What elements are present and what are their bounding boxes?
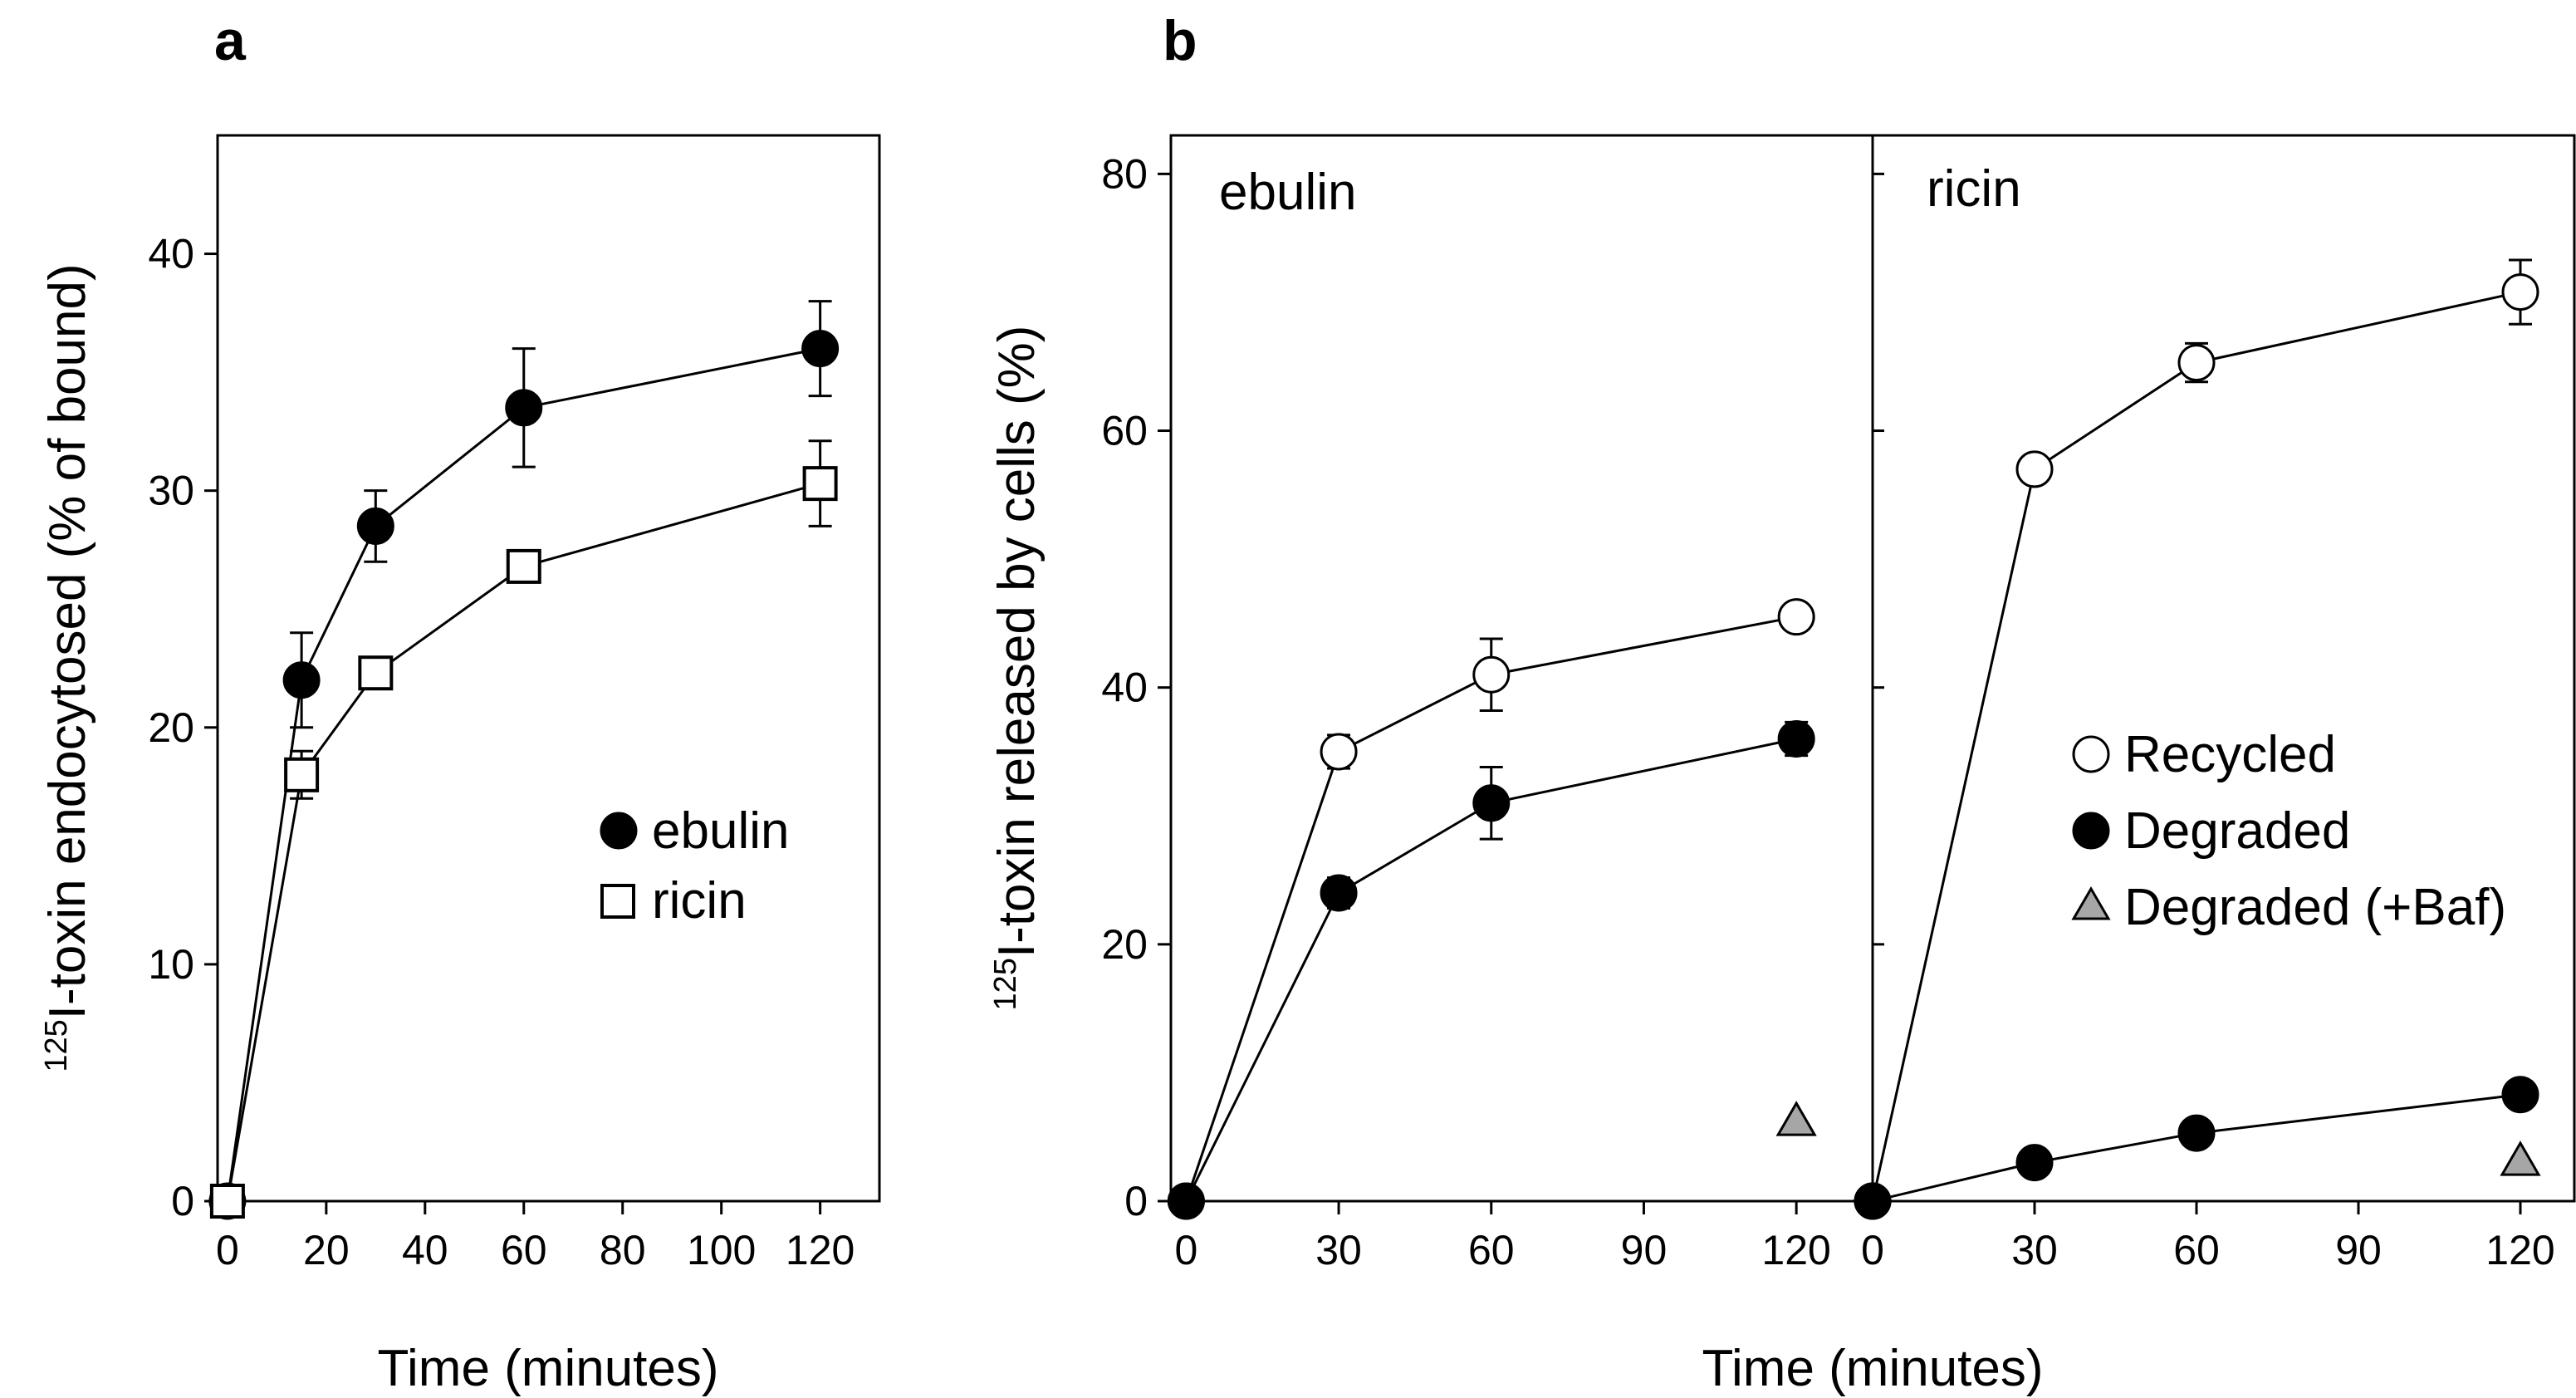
panel-a-legend: ebulin ricin [600, 802, 789, 930]
panel-b-legend: Recycled Degraded Degraded (+Baf) [2071, 726, 2506, 936]
legend-degraded-label: Degraded [2124, 802, 2350, 860]
legend-degraded-baf-marker [2071, 886, 2111, 920]
panel-a-point-ebulin [282, 661, 321, 699]
panel-b-ebulin-point-degraded-baf [1775, 1101, 1817, 1136]
panel-b-ricin-series-line-degraded [1872, 1093, 2521, 1203]
panel-a-y-tick-label: 0 [171, 1178, 194, 1224]
panel-a-y-tick-label: 10 [148, 941, 194, 988]
panel-b-ebulin-x-ticks: 0 30 60 90 120 [1174, 1201, 1831, 1273]
panel-a-point-ricin [284, 757, 320, 792]
panel-b-ricin-point-recycled [2177, 344, 2216, 382]
panel-b-ebulin-point-degraded [1167, 1182, 1205, 1220]
panel-b-ebulin-series-line-degraded [1185, 738, 1797, 1202]
panel-b-ricin-point-degraded [1854, 1182, 1892, 1220]
panel-a-x-tick-label: 80 [600, 1227, 646, 1273]
panel-a-plot [208, 300, 840, 1220]
panel-b-ricin-frame [1871, 134, 2576, 1203]
panel-a-point-ebulin [801, 330, 840, 368]
panel-b-ricin-label: ricin [1927, 160, 2021, 218]
panel-a-point-ricin [802, 466, 838, 502]
panel-b-ebulin-point-recycled [1472, 655, 1511, 694]
panel-a-x-tick-label: 40 [402, 1227, 448, 1273]
panel-a-y-tick-label: 20 [148, 704, 194, 751]
panel-a-y-axis-text: I-toxin endocytosed (% of bound) [39, 263, 96, 1019]
panel-a-point-ebulin [505, 389, 543, 427]
panel-b-ricin-series-line-recycled [1871, 291, 2521, 1202]
panel-b-y-ticks: 0 20 40 60 80 [1101, 150, 1171, 1224]
panel-b-ebulin-point-recycled [1320, 733, 1358, 771]
panel-b-ebulin-plot [1167, 598, 1817, 1220]
panel-b-ebulin-x-tick-label: 0 [1174, 1227, 1197, 1273]
panel-b-x-axis-title: Time (minutes) [1702, 1340, 2043, 1397]
panel-b-ebulin-point-recycled [1777, 598, 1815, 636]
legend-recycled-marker [2072, 735, 2110, 773]
panel-b-ricin-x-tick-label: 120 [2485, 1227, 2554, 1273]
legend-ricin-label: ricin [652, 872, 747, 930]
panel-b-y-tick-label: 20 [1101, 921, 1148, 968]
panel-a-point-ricin [358, 655, 394, 691]
panel-b-ricin-x-ticks: 0 30 60 90 120 [1861, 1201, 2555, 1273]
panel-b-ricin-x-tick-label: 30 [2011, 1227, 2058, 1273]
panel-a-x-tick-label: 60 [501, 1227, 547, 1273]
panel-a-chart: 0 10 20 30 40 0 20 40 60 80 100 120 Time (minutes)… [39, 134, 881, 1397]
panel-b-y-tick-label: 60 [1101, 408, 1148, 454]
panel-b-ebulin-label: ebulin [1219, 164, 1356, 221]
panel-b-ebulin-x-tick-label: 60 [1468, 1227, 1515, 1273]
panel-a-y-axis-title: 125I-toxin endocytosed (% of bound) [39, 263, 96, 1072]
panel-b-letter: b [1163, 9, 1197, 72]
panel-b-ricin-point-degraded-baf [2500, 1140, 2541, 1176]
legend-ebulin-marker [600, 812, 638, 850]
panel-b-ricin-x-tick-label: 60 [2173, 1227, 2220, 1273]
panel-a-y-tick-label: 30 [148, 468, 194, 514]
panel-a-x-ticks: 0 20 40 60 80 100 120 [216, 1201, 855, 1273]
panel-b-ricin-plot [1854, 258, 2541, 1220]
panel-b-ricin-point-recycled [2501, 273, 2539, 311]
panel-b-y-axis-superscript: 125 [988, 958, 1023, 1010]
panel-a-letter: a [214, 9, 247, 72]
panel-b-ricin-point-degraded [2015, 1144, 2054, 1182]
panel-b-y-tick-label: 0 [1124, 1178, 1148, 1224]
panel-a-x-tick-label: 120 [786, 1227, 855, 1273]
panel-b-ebulin-x-tick-label: 120 [1761, 1227, 1830, 1273]
panel-b-ebulin-point-degraded [1472, 784, 1511, 822]
panel-a-y-ticks: 0 10 20 30 40 [148, 231, 218, 1224]
legend-recycled-label: Recycled [2124, 726, 2336, 783]
legend-ebulin-label: ebulin [652, 802, 789, 860]
panel-b-ebulin-x-tick-label: 30 [1315, 1227, 1362, 1273]
panel-b-ebulin-point-degraded [1320, 874, 1358, 912]
panel-a-frame [216, 134, 881, 1203]
panel-a-y-axis-superscript: 125 [39, 1019, 74, 1072]
panel-b-ricin-point-recycled [2015, 450, 2054, 488]
panel-a-x-tick-label: 20 [303, 1227, 350, 1273]
panel-a-point-ricin [506, 548, 541, 584]
panel-b-ricin-point-degraded [2501, 1076, 2539, 1114]
panel-b-y-tick-label: 40 [1101, 665, 1148, 711]
panel-b-ebulin-series-line-recycled [1184, 616, 1797, 1202]
panel-b-ricin-divider-ticks [1873, 172, 1884, 1203]
panel-b-ebulin-x-tick-label: 90 [1621, 1227, 1668, 1273]
panel-b-ricin-x-tick-label: 0 [1861, 1227, 1884, 1273]
panel-a-y-tick-label: 40 [148, 231, 194, 277]
panel-b-ricin-point-degraded [2177, 1114, 2216, 1152]
panel-b-y-axis-title: 125I-toxin released by cells (%) [988, 326, 1046, 1011]
panel-a-x-tick-label: 100 [687, 1227, 756, 1273]
panel-a-point-ebulin [356, 507, 394, 545]
panel-b-chart: 0 20 40 60 80 0 30 60 90 120 0 30 60 90 120 ebulin r… [988, 134, 2576, 1397]
legend-degraded-baf-label: Degraded (+Baf) [2124, 879, 2506, 936]
panel-a-x-axis-title: Time (minutes) [377, 1340, 718, 1397]
panel-b-y-tick-label: 80 [1101, 150, 1148, 197]
legend-ricin-marker [600, 884, 635, 919]
panel-a-x-tick-label: 0 [216, 1227, 239, 1273]
panel-b-y-axis-text: I-toxin released by cells (%) [988, 326, 1046, 959]
panel-b-ricin-x-tick-label: 90 [2335, 1227, 2382, 1273]
legend-degraded-marker [2072, 812, 2110, 850]
panel-b-ebulin-point-degraded [1777, 720, 1815, 758]
panel-a-point-ricin [209, 1184, 245, 1219]
